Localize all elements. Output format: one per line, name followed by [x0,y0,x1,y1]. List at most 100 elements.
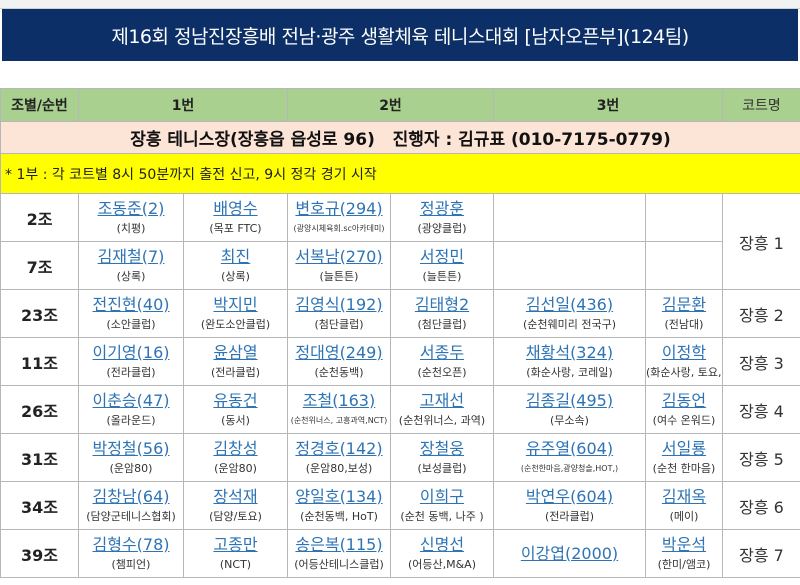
player-name-link[interactable]: 김동언 [661,390,707,410]
player-name-link[interactable]: 서정민 [419,246,465,266]
player-club: (순천위너스, 과역) [398,413,486,427]
court-name: 장흥 6 [722,481,800,530]
player-name-link[interactable]: 이춘승(47) [92,390,170,410]
player-name-link[interactable]: 배영수 [213,198,258,218]
player-cell: 채황석(324) (화순사랑, 코레일) [493,337,646,386]
player-cell: 박지민 (완도소안클럽) [183,289,288,338]
blank-row [0,62,800,88]
player-cell: 조동준(2) (치평) [78,193,184,242]
player-club: (운암80) [109,461,153,475]
player-club: (소안클럽) [106,317,156,331]
player-name-link[interactable]: 박지민 [213,294,258,314]
player-cell: 박운석 (한미/앰코) [645,529,723,578]
group-label: 31조 [0,433,79,482]
player-name-link[interactable]: 김형수(78) [92,534,170,554]
player-name-link[interactable]: 박정철(56) [92,438,170,458]
header-court: 코트명 [722,88,800,122]
player-name-link[interactable]: 이기영(16) [92,342,170,362]
player-club: (운암80,보성) [305,461,373,475]
player-name-link[interactable]: 김문환 [661,294,707,314]
player-name-link[interactable]: 채황석(324) [525,342,614,362]
player-cell: 전진현(40) (소안클럽) [78,289,184,338]
player-name-link[interactable]: 유주열(604) [525,438,614,458]
player-name-link[interactable]: 정광훈 [419,198,465,218]
player-name-link[interactable]: 김재옥 [661,486,707,506]
player-club: (어등산테니스클럽) [294,557,384,571]
player-cell: 정대영(249) (순천동백) [287,337,391,386]
player-club: (순천 한마음) [652,461,716,475]
player-club: (메이) [669,509,699,523]
player-cell: 고재선 (순천위너스, 과역) [390,385,494,434]
player-name-link[interactable]: 최진 [220,246,251,266]
player-club: (담양군테니스협회) [86,509,176,523]
player-club: (상록) [221,269,250,283]
header-group: 조별/순번 [0,88,79,122]
player-cell: 김창남(64) (담양군테니스협회) [78,481,184,530]
player-name-link[interactable]: 서복남(270) [295,246,383,266]
player-cell: 박정철(56) (운암80) [78,433,184,482]
group-row: 31조 박정철(56) (운암80) 김창성 (운암80) 정경호(142) (… [0,433,800,482]
player-name-link[interactable]: 이강엽(2000) [520,543,619,563]
player-club: (순천 동백, 나주 ) [400,509,484,523]
player-cell: 서종두 (순천오픈) [390,337,494,386]
player-cell: 서정민 (늘튼튼) [390,241,494,290]
player-name-link[interactable]: 정경호(142) [295,438,383,458]
player-name-link[interactable]: 김영식(192) [295,294,383,314]
player-cell: 김형수(78) (챔피언) [78,529,184,578]
spreadsheet-top-strip [0,0,800,9]
player-name-link[interactable]: 조동준(2) [97,198,165,218]
player-cell: 김영식(192) (첨단클럽) [287,289,391,338]
player-name-link[interactable]: 김창성 [213,438,258,458]
player-name-link[interactable]: 김선일(436) [525,294,614,314]
player-cell: 김문환 (전남대) [645,289,723,338]
player-name-link[interactable]: 이희구 [419,486,465,506]
player-club: (담양/토요) [209,509,262,523]
player-cell: 윤삼열 (전라클럽) [183,337,288,386]
court-name: 장흥 2 [722,289,800,338]
group-label: 26조 [0,385,79,434]
group-row: 2조 조동준(2) (치평) 배영수 (목포 FTC) 변호규(294) (광양… [0,193,800,290]
player-name-link[interactable]: 조철(163) [302,390,376,410]
player-name-link[interactable]: 송은복(115) [295,534,383,554]
player-club: (첨단클럽) [417,317,467,331]
player-name-link[interactable]: 장철웅 [419,438,465,458]
player-name-link[interactable]: 전진현(40) [92,294,170,314]
notice-row: * 1부 : 각 코트별 8시 50분까지 출전 신고, 9시 정각 경기 시작 [0,153,800,194]
player-cell: 배영수 (목포 FTC) [183,193,288,242]
player-club: (치평) [116,221,146,235]
player-name-link[interactable]: 서종두 [419,342,465,362]
player-cell: 신명선 (어등산,M&A) [390,529,494,578]
player-club: (NCT) [219,557,252,571]
player-name-link[interactable]: 서일룡 [661,438,707,458]
header-player-3: 3번 [493,88,723,122]
player-club: (상록) [116,269,146,283]
player-name-link[interactable]: 변호규(294) [295,198,383,218]
player-cell: 이춘승(47) (올라운드) [78,385,184,434]
player-name-link[interactable]: 유동건 [213,390,258,410]
group-row: 7조 김재철(7) (상록) 최진 (상록) 서복남(270) (늘튼튼) 서정… [0,241,800,290]
player-name-link[interactable]: 고종만 [213,534,258,554]
player-name-link[interactable]: 박운석 [661,534,707,554]
player-name-link[interactable]: 양일호(134) [295,486,383,506]
player-name-link[interactable]: 정대영(249) [295,342,383,362]
player-name-link[interactable]: 김창남(64) [92,486,170,506]
court-name: 장흥 1 [722,193,800,290]
player-cell: 김재옥 (메이) [645,481,723,530]
player-name-link[interactable]: 김태형2 [414,294,470,314]
player-name-link[interactable]: 김재철(7) [97,246,165,266]
court-name: 장흥 5 [722,433,800,482]
player-name-link[interactable]: 장석재 [213,486,258,506]
group-row: 26조 이춘승(47) (올라운드) 유동건 (동서) 조철(163) (순천위… [0,385,800,434]
player-club: (순천웨미리 전국구) [522,317,617,331]
player-name-link[interactable]: 이정학 [661,342,707,362]
player-name-link[interactable]: 박연우(604) [525,486,614,506]
venue-info: 장흥 테니스장(장흥읍 읍성로 96) 진행자 : 김규표 (010-7175-… [0,121,800,154]
empty-cell [493,193,646,242]
player-name-link[interactable]: 신명선 [419,534,465,554]
player-name-link[interactable]: 김종길(495) [525,390,614,410]
player-name-link[interactable]: 윤삼열 [213,342,258,362]
empty-cell [493,241,646,290]
player-name-link[interactable]: 고재선 [419,390,465,410]
group-label: 2조 [0,193,79,242]
group-row: 23조 전진현(40) (소안클럽) 박지민 (완도소안클럽) 김영식(192)… [0,289,800,338]
